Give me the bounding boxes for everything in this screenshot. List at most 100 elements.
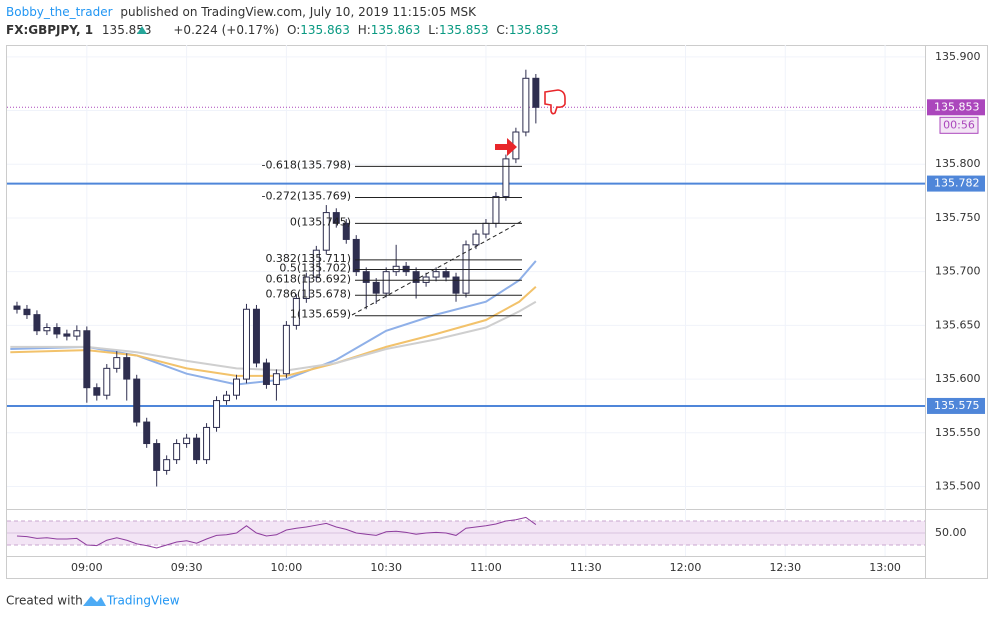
candle-body bbox=[332, 212, 340, 224]
fib-label: 1(135.659) bbox=[290, 308, 351, 321]
symbol-line: FX:GBPJPY, 1 135.853 +0.224 (+0.17%) O:1… bbox=[6, 23, 558, 37]
thumbs-down-drawing bbox=[544, 89, 566, 115]
fib-label: 0.786(135.678) bbox=[265, 287, 351, 300]
candle-body bbox=[93, 387, 101, 396]
moving-average bbox=[10, 300, 537, 372]
candle-body bbox=[23, 308, 31, 316]
candle-body bbox=[532, 77, 540, 108]
publish-line: Bobby_the_trader published on TradingVie… bbox=[6, 5, 477, 19]
x-tick-label: 09:30 bbox=[171, 561, 203, 574]
c-label: C: bbox=[496, 23, 508, 37]
x-tick-label: 12:30 bbox=[769, 561, 801, 574]
candle-body bbox=[422, 276, 430, 283]
candle-body bbox=[123, 357, 131, 380]
candle-body bbox=[352, 238, 360, 273]
candle-body bbox=[432, 271, 440, 278]
candle-body bbox=[452, 276, 460, 294]
y-tick-label: 135.800 bbox=[935, 157, 981, 170]
candle-body bbox=[242, 308, 250, 380]
level-label-box bbox=[927, 175, 985, 192]
candle-body bbox=[143, 421, 151, 445]
candle-body bbox=[272, 373, 280, 385]
candle-body bbox=[392, 265, 400, 273]
published: published on TradingView.com, July 10, 2… bbox=[120, 5, 477, 19]
candle-body bbox=[173, 443, 181, 461]
x-tick-label: 10:30 bbox=[370, 561, 402, 574]
candle-body bbox=[233, 378, 240, 396]
y-tick-label: 135.600 bbox=[935, 372, 981, 385]
o-value: 135.863 bbox=[300, 23, 350, 37]
y-tick-label: 135.550 bbox=[935, 426, 981, 439]
candle-body bbox=[402, 265, 410, 273]
level-label: 135.575 bbox=[934, 399, 980, 412]
candle-body bbox=[252, 308, 260, 364]
candle-body bbox=[183, 437, 191, 445]
change: +0.224 (+0.17%) bbox=[173, 23, 279, 37]
candle-body bbox=[113, 357, 121, 369]
candle-body bbox=[312, 249, 320, 278]
fib-label: 0(135.745) bbox=[290, 215, 351, 228]
tradingview-logo bbox=[83, 596, 106, 606]
x-tick-label: 13:00 bbox=[869, 561, 901, 574]
c-value: 135.853 bbox=[509, 23, 559, 37]
candle-body bbox=[83, 330, 91, 389]
candle-body bbox=[482, 222, 490, 235]
candle-body bbox=[63, 333, 71, 337]
fib-label: 0.618(135.692) bbox=[265, 272, 351, 285]
moving-average bbox=[10, 285, 537, 377]
candle-body bbox=[262, 362, 270, 385]
rsi-line bbox=[16, 516, 537, 549]
last-price-label: 135.853 bbox=[934, 100, 980, 113]
candle-body bbox=[442, 271, 450, 278]
level-label: 135.782 bbox=[934, 177, 980, 190]
countdown-box bbox=[939, 116, 979, 134]
candle-body bbox=[133, 378, 141, 423]
x-tick-label: 11:00 bbox=[470, 561, 502, 574]
created-with: Created with bbox=[6, 594, 83, 608]
fib-label: -0.272(135.769) bbox=[261, 190, 351, 203]
x-tick-label: 11:30 bbox=[570, 561, 602, 574]
candle-body bbox=[362, 271, 370, 283]
author[interactable]: Bobby_the_trader bbox=[6, 5, 113, 19]
y-tick-label: 135.650 bbox=[935, 318, 981, 331]
candle-body bbox=[213, 400, 221, 428]
h-label: H: bbox=[358, 23, 371, 37]
candle-body bbox=[53, 327, 61, 335]
candle-body bbox=[203, 426, 211, 461]
candle-body bbox=[292, 298, 300, 326]
chart-frame bbox=[6, 45, 988, 579]
candle-body bbox=[342, 222, 350, 240]
level-label-box bbox=[927, 397, 985, 414]
candle-body bbox=[13, 305, 21, 310]
candle-body bbox=[522, 77, 530, 133]
last-price-box bbox=[927, 99, 985, 116]
x-tick-label: 12:00 bbox=[670, 561, 702, 574]
candle-body bbox=[492, 195, 500, 224]
y-tick-label: 135.900 bbox=[935, 50, 981, 63]
rsi-tick-label: 50.00 bbox=[935, 526, 967, 539]
candle-body bbox=[163, 459, 171, 471]
candle-body bbox=[382, 271, 390, 294]
l-label: L: bbox=[428, 23, 439, 37]
brand[interactable]: TradingView bbox=[106, 594, 180, 608]
candle-body bbox=[462, 244, 470, 294]
countdown-label: 00:56 bbox=[943, 118, 975, 131]
candle-body bbox=[43, 327, 51, 332]
l-value: 135.853 bbox=[439, 23, 489, 37]
fib-label: 0.382(135.711) bbox=[265, 252, 351, 265]
symbol: FX:GBPJPY, 1 bbox=[6, 23, 93, 37]
candle-body bbox=[472, 233, 480, 246]
y-tick-label: 135.750 bbox=[935, 211, 981, 224]
plot: 09:00 09:30 10:00 10:30 11:00 11:30 12:00 12:30… bbox=[7, 45, 985, 574]
x-tick-label: 10:00 bbox=[271, 561, 303, 574]
fib-trend-line bbox=[351, 220, 523, 316]
o-label: O: bbox=[287, 23, 300, 37]
candle-body bbox=[282, 324, 290, 375]
h-value: 135.863 bbox=[371, 23, 421, 37]
fib-label: 0.5(135.702) bbox=[279, 262, 351, 275]
candle-body bbox=[302, 276, 310, 300]
candle-body bbox=[322, 212, 330, 251]
candle-body bbox=[153, 443, 161, 471]
arrow-drawing bbox=[495, 138, 517, 156]
